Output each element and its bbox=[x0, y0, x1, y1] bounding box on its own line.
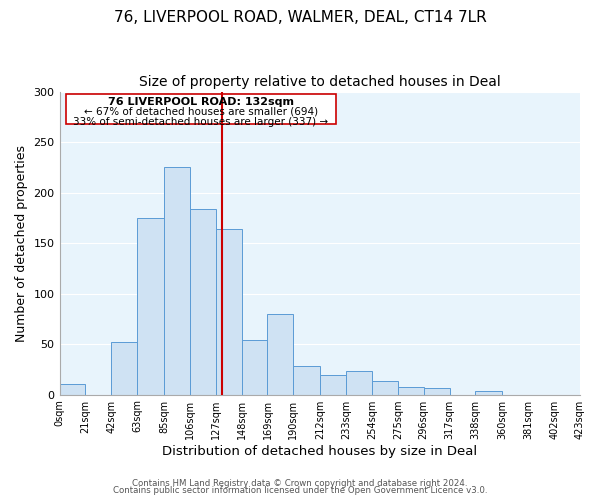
Text: 33% of semi-detached houses are larger (337) →: 33% of semi-detached houses are larger (… bbox=[73, 117, 329, 127]
Text: 76, LIVERPOOL ROAD, WALMER, DEAL, CT14 7LR: 76, LIVERPOOL ROAD, WALMER, DEAL, CT14 7… bbox=[113, 10, 487, 25]
Bar bbox=[216, 229, 242, 394]
Bar bbox=[346, 372, 372, 394]
Y-axis label: Number of detached properties: Number of detached properties bbox=[15, 144, 28, 342]
Bar bbox=[398, 386, 424, 394]
Bar bbox=[137, 218, 164, 394]
Bar bbox=[190, 208, 216, 394]
Bar bbox=[242, 340, 268, 394]
Bar bbox=[475, 390, 502, 394]
Bar bbox=[293, 366, 320, 394]
Bar bbox=[424, 388, 449, 394]
Bar bbox=[111, 342, 137, 394]
Text: ← 67% of detached houses are smaller (694): ← 67% of detached houses are smaller (69… bbox=[84, 106, 318, 117]
Text: Contains public sector information licensed under the Open Government Licence v3: Contains public sector information licen… bbox=[113, 486, 487, 495]
Bar bbox=[164, 168, 190, 394]
Bar bbox=[268, 314, 293, 394]
Title: Size of property relative to detached houses in Deal: Size of property relative to detached ho… bbox=[139, 75, 500, 89]
Bar bbox=[59, 384, 85, 394]
Bar bbox=[320, 376, 346, 394]
FancyBboxPatch shape bbox=[65, 94, 337, 124]
Text: 76 LIVERPOOL ROAD: 132sqm: 76 LIVERPOOL ROAD: 132sqm bbox=[108, 96, 294, 106]
X-axis label: Distribution of detached houses by size in Deal: Distribution of detached houses by size … bbox=[162, 444, 478, 458]
Bar bbox=[372, 382, 398, 394]
Text: Contains HM Land Registry data © Crown copyright and database right 2024.: Contains HM Land Registry data © Crown c… bbox=[132, 478, 468, 488]
